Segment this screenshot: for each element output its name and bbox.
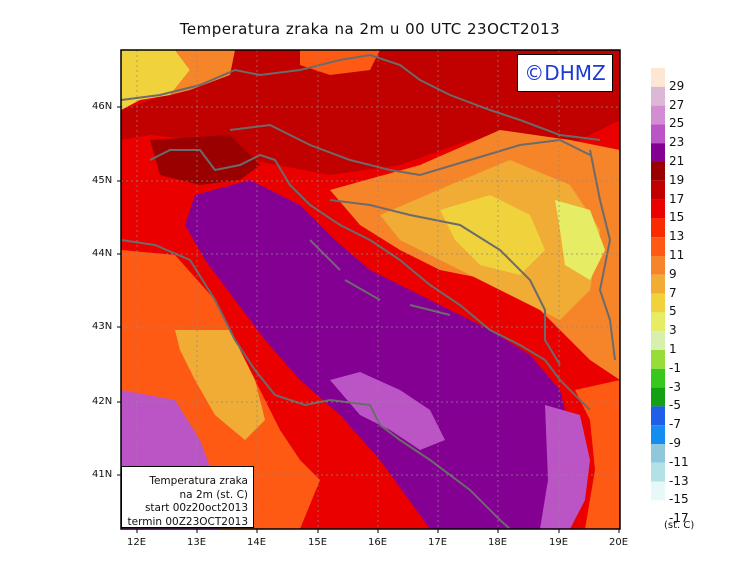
field-gargano: [330, 372, 445, 450]
field-nw-warm: [121, 50, 190, 110]
island-line-1: [309, 239, 341, 271]
legend-swatch: [651, 444, 665, 463]
legend-swatch: [651, 86, 665, 106]
legend-swatch: [651, 237, 665, 256]
legend-swatch: [651, 180, 665, 200]
legend-label: 13: [669, 229, 685, 244]
legend-label: 29: [669, 78, 685, 93]
field-italy-yellow: [175, 330, 265, 440]
y-tick-label: 45N: [92, 175, 113, 186]
legend-swatch: [651, 105, 665, 125]
field-nw-orange: [170, 50, 235, 95]
legend-label: -1: [669, 360, 681, 375]
legend-label: -9: [669, 436, 681, 450]
field-istria-dark: [150, 135, 260, 185]
legend-swatch: [651, 462, 665, 482]
legend-label: 1: [669, 342, 677, 356]
legend-label: -13: [669, 473, 689, 488]
legend-swatch: [651, 124, 665, 144]
x-tick-label: 14E: [247, 537, 267, 548]
y-tick-label: 42N: [92, 396, 113, 407]
field-ionian: [540, 405, 590, 529]
x-tick-label: 13E: [187, 537, 207, 548]
field-adriatic: [185, 180, 570, 529]
field-inland-pale2: [555, 200, 605, 280]
border-inland: [229, 123, 591, 177]
legend-label: 27: [669, 97, 685, 112]
y-tick-label: 46N: [92, 101, 113, 112]
x-tick-label: 19E: [549, 537, 569, 548]
x-tick-label: 17E: [428, 537, 448, 548]
legend-swatch: [651, 350, 665, 369]
x-tick-label: 18E: [488, 537, 508, 548]
legend-label: 5: [669, 304, 677, 319]
x-tick-label: 12E: [127, 537, 147, 548]
legend-swatch: [651, 368, 665, 388]
island-line-2: [344, 279, 381, 301]
border-north: [121, 53, 601, 141]
legend-swatch: [651, 68, 665, 87]
legend-label: 21: [669, 154, 685, 168]
legend-unit: (st. C): [664, 520, 695, 531]
map-frame: [120, 49, 621, 530]
legend-label: -3: [669, 379, 681, 394]
legend-swatch: [651, 256, 665, 275]
legend-swatch: [651, 218, 665, 238]
legend-label: -17: [669, 511, 689, 526]
legend-label: 11: [669, 248, 685, 262]
field-inland-pale: [440, 195, 545, 275]
italy-coastline: [121, 239, 511, 529]
legend-label: 3: [669, 323, 677, 338]
copyright-badge: ©DHMZ: [517, 54, 613, 92]
x-tick-label: 20E: [609, 537, 629, 548]
info-line-3: start 00z20oct2013: [144, 502, 248, 514]
map-title: Temperatura zraka na 2m u 00 UTC 23OCT20…: [179, 20, 561, 38]
island-line-3: [409, 304, 451, 316]
legend-swatch: [651, 312, 665, 332]
legend-label: 7: [669, 285, 677, 300]
info-line-1: Temperatura zraka: [149, 475, 248, 487]
field-albania: [575, 380, 620, 529]
legend-label: 9: [669, 266, 677, 281]
border-bosnia: [329, 199, 561, 366]
y-tick-label: 41N: [92, 469, 113, 480]
legend-label: 15: [669, 210, 685, 225]
legend-label: 19: [669, 172, 685, 187]
legend-label: 23: [669, 135, 685, 150]
info-line-4: termin 00Z23OCT2013: [127, 515, 249, 528]
x-tick-label: 15E: [308, 537, 328, 548]
legend-swatch: [651, 331, 665, 350]
y-tick-label: 44N: [92, 248, 113, 259]
legend-swatches: [651, 68, 665, 520]
legend-swatch: [651, 143, 665, 162]
legend-swatch: [651, 387, 665, 407]
legend-swatch: [651, 500, 665, 520]
info-line-2: na 2m (st. C): [179, 488, 248, 501]
field-north-dark: [121, 50, 620, 175]
legend-swatch: [651, 293, 665, 313]
y-tick-label: 43N: [92, 321, 113, 332]
legend-swatch: [651, 406, 665, 426]
legend-label: 17: [669, 191, 685, 206]
grid: [121, 50, 620, 529]
croatia-coastline: [149, 149, 591, 411]
legend-swatch: [651, 274, 665, 294]
legend-swatch: [651, 481, 665, 501]
legend-label: 25: [669, 116, 685, 131]
legend-label: -15: [669, 492, 689, 507]
x-tick-label: 16E: [368, 537, 388, 548]
legend-label: -5: [669, 398, 681, 413]
legend-label: -11: [669, 454, 689, 469]
border-east: [589, 149, 616, 361]
legend-swatch: [651, 162, 665, 181]
legend-swatch: [651, 199, 665, 219]
legend-label: -7: [669, 417, 681, 432]
info-box: Temperatura zraka na 2m (st. C) start 00…: [121, 466, 254, 528]
legend-swatch: [651, 425, 665, 444]
